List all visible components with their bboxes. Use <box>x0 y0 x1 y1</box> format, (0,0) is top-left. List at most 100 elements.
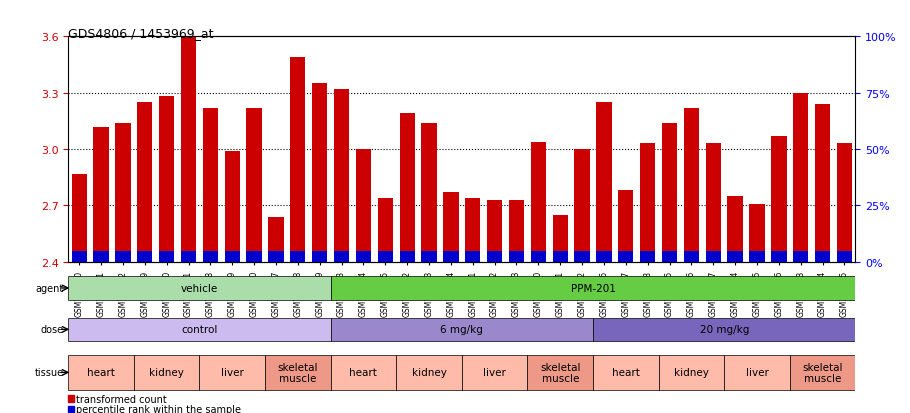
Text: skeletal
muscle: skeletal muscle <box>540 362 581 383</box>
Bar <box>837 144 852 262</box>
Bar <box>662 251 677 262</box>
Bar <box>68 276 330 300</box>
Bar <box>531 142 546 262</box>
Bar <box>72 174 86 262</box>
Bar <box>815 251 830 262</box>
Text: liver: liver <box>745 368 768 377</box>
Bar <box>705 144 721 262</box>
Bar <box>618 191 633 262</box>
Bar <box>509 251 524 262</box>
Text: 6 mg/kg: 6 mg/kg <box>440 325 483 335</box>
Bar <box>794 93 808 262</box>
Bar <box>330 276 855 300</box>
Bar <box>461 355 528 390</box>
Bar <box>268 251 284 262</box>
Text: heart: heart <box>349 368 378 377</box>
Bar <box>159 251 175 262</box>
Bar <box>116 123 130 262</box>
Text: kidney: kidney <box>674 368 709 377</box>
Bar <box>159 97 175 262</box>
Text: agent: agent <box>35 283 64 293</box>
Bar <box>640 251 655 262</box>
Bar <box>487 251 502 262</box>
Bar <box>574 150 590 262</box>
Bar <box>290 251 306 262</box>
Text: vehicle: vehicle <box>181 283 218 293</box>
Bar <box>68 318 330 342</box>
Bar <box>552 251 568 262</box>
Bar <box>378 199 393 262</box>
Bar <box>334 90 349 262</box>
Bar <box>94 251 108 262</box>
Bar <box>268 217 284 262</box>
Bar <box>618 251 633 262</box>
Bar <box>68 395 74 402</box>
Bar <box>312 84 328 262</box>
Bar <box>72 251 86 262</box>
Text: percentile rank within the sample: percentile rank within the sample <box>76 404 241 413</box>
Bar <box>662 123 677 262</box>
Text: GDS4806 / 1453969_at: GDS4806 / 1453969_at <box>68 27 214 40</box>
Bar <box>199 355 265 390</box>
Text: control: control <box>181 325 217 335</box>
Bar <box>247 251 262 262</box>
Bar <box>443 251 459 262</box>
Bar <box>399 251 415 262</box>
Bar <box>330 318 593 342</box>
Bar <box>528 355 593 390</box>
Bar <box>749 204 764 262</box>
Bar <box>771 251 786 262</box>
Bar <box>68 355 134 390</box>
Bar <box>640 144 655 262</box>
Bar <box>465 199 480 262</box>
Text: liver: liver <box>483 368 506 377</box>
Bar <box>334 251 349 262</box>
Bar <box>356 150 371 262</box>
Bar <box>203 109 218 262</box>
Text: dose: dose <box>41 325 64 335</box>
Bar <box>421 123 437 262</box>
Bar <box>396 355 462 390</box>
Text: 20 mg/kg: 20 mg/kg <box>700 325 749 335</box>
Bar <box>399 114 415 262</box>
Bar <box>596 103 612 262</box>
Bar <box>593 318 855 342</box>
Bar <box>659 355 724 390</box>
Bar <box>727 251 743 262</box>
Bar <box>378 251 393 262</box>
Bar <box>749 251 764 262</box>
Bar <box>727 197 743 262</box>
Bar <box>330 355 396 390</box>
Bar <box>181 37 197 262</box>
Text: skeletal
muscle: skeletal muscle <box>803 362 843 383</box>
Bar <box>265 355 330 390</box>
Text: skeletal
muscle: skeletal muscle <box>278 362 318 383</box>
Bar <box>203 251 218 262</box>
Text: PPM-201: PPM-201 <box>571 283 615 293</box>
Text: kidney: kidney <box>411 368 447 377</box>
Text: tissue: tissue <box>35 368 64 377</box>
Bar <box>137 103 153 262</box>
Bar <box>596 251 612 262</box>
Bar <box>683 109 699 262</box>
Bar <box>724 355 790 390</box>
Bar <box>134 355 199 390</box>
Bar <box>137 251 153 262</box>
Bar <box>225 251 240 262</box>
Bar <box>181 251 197 262</box>
Bar <box>68 406 74 412</box>
Text: liver: liver <box>221 368 244 377</box>
Bar <box>290 58 306 262</box>
Text: heart: heart <box>612 368 640 377</box>
Bar <box>225 152 240 262</box>
Bar <box>683 251 699 262</box>
Bar <box>312 251 328 262</box>
Bar <box>794 251 808 262</box>
Bar <box>487 200 502 262</box>
Text: transformed count: transformed count <box>76 394 167 404</box>
Bar <box>574 251 590 262</box>
Bar <box>443 193 459 262</box>
Bar <box>815 104 830 262</box>
Bar <box>790 355 855 390</box>
Bar <box>247 109 262 262</box>
